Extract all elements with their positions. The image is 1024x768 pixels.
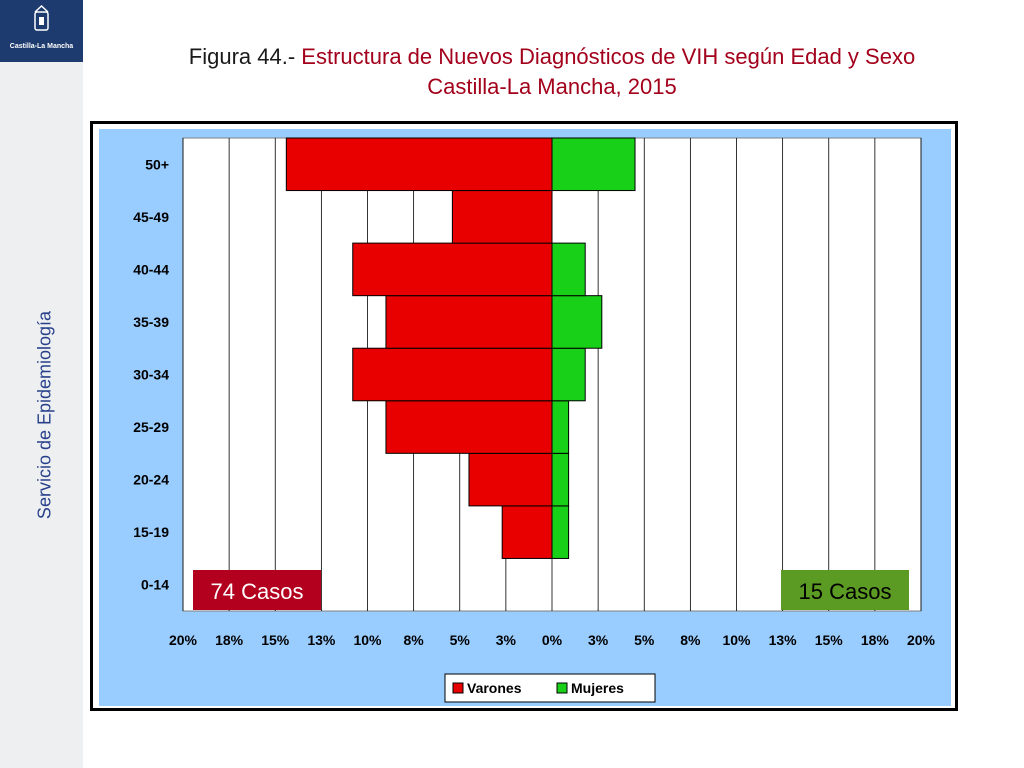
bar-varones-45-49 (451, 190, 553, 244)
y-tick-label: 25-29 (133, 419, 169, 435)
annotation-box-1 (193, 570, 321, 610)
x-tick-label: 15% (261, 632, 290, 648)
pyramid-chart: 0-14 15-19 20-24 25-29 30-34 35-39 40-44 45-49 5… (99, 129, 951, 706)
legend-label-varones: Varones (467, 680, 522, 696)
chart-frame: 0-14 15-19 20-24 25-29 30-34 35-39 40-44 45-49 5… (90, 121, 958, 711)
x-tick-label: 15% (815, 632, 844, 648)
y-tick-label: 50+ (145, 156, 169, 172)
x-tick-label: 0% (542, 632, 563, 648)
bar-varones-20-24 (468, 452, 553, 507)
annotation-box-2 (781, 570, 909, 610)
page-title: Figura 44.- Estructura de Nuevos Diagnós… (92, 42, 1012, 102)
x-tick-label: 10% (353, 632, 382, 648)
annotation-text-1: 74 Casos (211, 579, 304, 604)
bar-mujeres-20-24 (551, 452, 570, 507)
bar-varones-35-39 (385, 295, 553, 349)
bar-mujeres-25-29 (551, 400, 570, 454)
bar-mujeres-30-34 (551, 347, 586, 402)
y-tick-label: 40-44 (133, 261, 169, 277)
x-tick-label: 18% (861, 632, 890, 648)
x-tick-label: 13% (307, 632, 336, 648)
x-tick-label: 8% (680, 632, 701, 648)
castilla-la-mancha-logo: Castilla-La Mancha (0, 0, 83, 62)
title-line-1: Estructura de Nuevos Diagnósticos de VIH… (301, 44, 916, 69)
legend-swatch-mujeres (556, 682, 568, 694)
x-tick-label: 13% (769, 632, 798, 648)
x-tick-label: 20% (169, 632, 198, 648)
org-name: Castilla-La Mancha (9, 43, 74, 50)
x-tick-label: 18% (215, 632, 244, 648)
x-tick-label: 10% (722, 632, 751, 648)
department-label: Servicio de Epidemiología (34, 310, 55, 520)
title-line-2: Castilla-La Mancha, 2015 (427, 74, 677, 99)
y-tick-label: 30-34 (133, 367, 169, 383)
bar-varones-40-44 (352, 242, 553, 297)
bar-varones-15-19 (501, 505, 553, 559)
y-tick-label: 45-49 (133, 209, 169, 225)
legend-label-mujeres: Mujeres (571, 680, 624, 696)
y-tick-label: 15-19 (133, 524, 169, 540)
x-tick-label: 3% (496, 632, 517, 648)
bar-mujeres-50+ (551, 137, 636, 192)
annotation-text-2: 15 Casos (799, 579, 892, 604)
bar-varones-30-34 (352, 347, 553, 402)
x-tick-label: 20% (907, 632, 936, 648)
x-tick-label: 8% (404, 632, 425, 648)
bar-mujeres-15-19 (551, 505, 570, 559)
x-tick-label: 5% (450, 632, 471, 648)
bar-mujeres-40-44 (551, 242, 586, 297)
figure-label: Figura 44.- (188, 44, 296, 69)
y-tick-label: 35-39 (133, 314, 169, 330)
legend-swatch-varones (452, 682, 464, 694)
y-tick-label: 0-14 (141, 577, 169, 593)
bar-mujeres-35-39 (551, 295, 603, 349)
sidebar: Castilla-La Mancha Servicio de Epidemiol… (0, 0, 83, 768)
x-tick-label: 5% (634, 632, 655, 648)
legend (444, 673, 656, 703)
bar-varones-25-29 (385, 400, 553, 454)
y-tick-label: 20-24 (133, 472, 169, 488)
coat-of-arms-icon (34, 4, 49, 31)
bar-varones-50+ (285, 137, 553, 192)
x-tick-label: 3% (588, 632, 609, 648)
